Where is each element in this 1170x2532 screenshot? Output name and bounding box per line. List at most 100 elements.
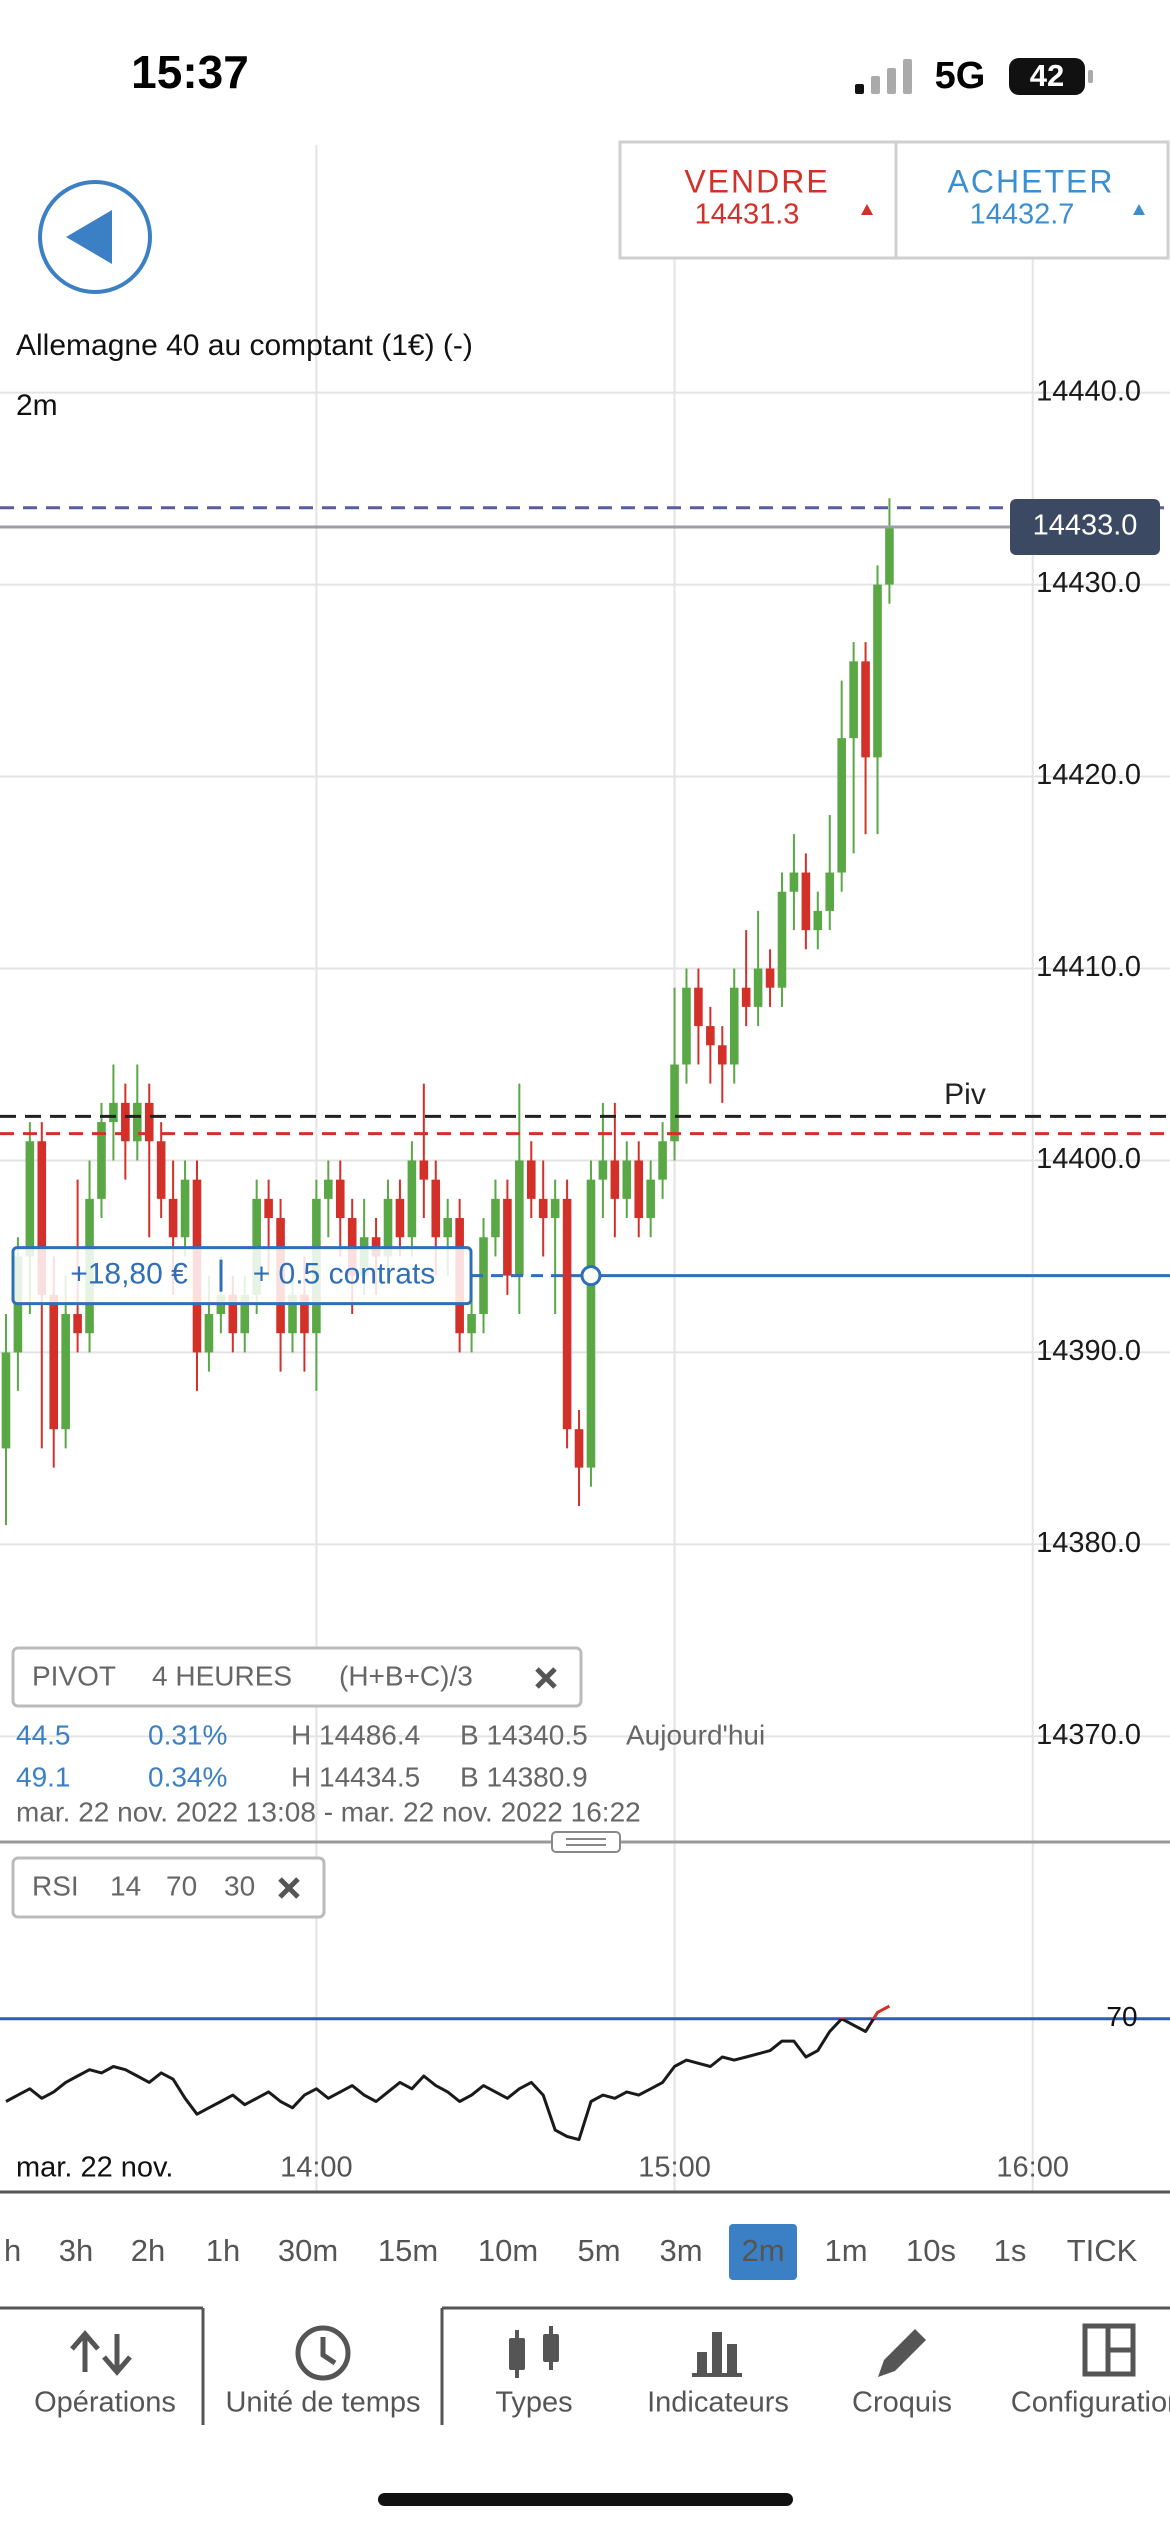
candle-body: [37, 1141, 47, 1295]
timeframe[interactable]: 1s: [994, 2233, 1027, 2268]
timeframe[interactable]: 2m: [741, 2233, 784, 2268]
rsi-title: RSI: [32, 1870, 79, 1901]
tab-label[interactable]: Unité de temps: [225, 2387, 420, 2419]
x-tick-label: 14:00: [280, 2152, 353, 2184]
handle-grip: [566, 1838, 606, 1846]
y-tick-label: 14430.0: [1036, 567, 1141, 599]
rsi-line: [5, 2004, 891, 2142]
icon-operations: [70, 2330, 132, 2376]
buy-arrow: [1133, 204, 1145, 215]
candle-body: [383, 1198, 393, 1257]
date-label-bg: [0, 2149, 200, 2189]
pivot-label: Piv: [944, 1078, 986, 1111]
timeframe[interactable]: 3h: [59, 2233, 93, 2268]
candle-body: [526, 1160, 536, 1199]
candle-body: [156, 1141, 166, 1199]
timeframe[interactable]: 10m: [478, 2233, 538, 2268]
tab-label[interactable]: Opérations: [34, 2387, 176, 2419]
candle-body: [491, 1198, 500, 1238]
candle-body: [144, 1102, 154, 1142]
timeframe[interactable]: 10s: [906, 2233, 956, 2268]
sell-button[interactable]: VENDRE 14431.3: [684, 163, 873, 231]
rsi-param: 30: [224, 1870, 255, 1901]
candle-body: [61, 1314, 70, 1430]
candle-body: [300, 1294, 309, 1334]
timeframe[interactable]: 5m: [577, 2233, 620, 2268]
pivot-value: 49.1: [16, 1761, 71, 1792]
candle-body: [670, 1064, 679, 1142]
sell-price: 14431.3: [695, 199, 800, 231]
candle-body: [204, 1314, 214, 1353]
position-entry[interactable]: [580, 1265, 602, 1287]
close-icon[interactable]: [535, 1667, 557, 1689]
buy-price: 14432.7: [970, 199, 1075, 231]
instrument-name: Allemagne 40 au comptant (1€) (-): [16, 329, 473, 362]
candle-body: [813, 910, 823, 931]
candle-body: [550, 1198, 560, 1219]
pivot-high: H 14486.4: [291, 1719, 420, 1750]
close-icon[interactable]: [278, 1877, 300, 1899]
pivot-formula: (H+B+C)/3: [339, 1660, 473, 1691]
candle-body: [634, 1160, 644, 1219]
home-indicator: [378, 2493, 793, 2506]
timeframe[interactable]: 15m: [378, 2233, 438, 2268]
icon-types: [509, 2326, 559, 2378]
candle-body: [825, 872, 835, 911]
timeframe[interactable]: 3m: [659, 2233, 702, 2268]
icon-sketch: [878, 2329, 926, 2377]
timeframe-bar: h 3h 2h 1h 30m 15m 10m 5m 3m 2m 1m 10s 1s TICK: [4, 2224, 1138, 2280]
battery-tip: [1088, 70, 1093, 83]
timeframe[interactable]: 1h: [206, 2233, 240, 2268]
y-tick-label: 14390.0: [1036, 1335, 1141, 1367]
candle-body: [741, 987, 751, 1007]
timeframe[interactable]: 1m: [824, 2233, 867, 2268]
y-tick-label: 14410.0: [1036, 951, 1141, 983]
buy-button[interactable]: ACHETER 14432.7: [948, 163, 1145, 231]
rsi-box[interactable]: [11, 1856, 326, 1919]
x-date-label: mar. 22 nov.: [16, 2152, 173, 2184]
candle-body: [97, 1122, 106, 1199]
tab-label[interactable]: Types: [495, 2387, 572, 2419]
candle-body: [837, 738, 846, 873]
icon-time: [295, 2325, 351, 2381]
candle-body: [622, 1160, 632, 1199]
candle-body: [109, 1102, 118, 1123]
y-tick-label: 14440.0: [1036, 375, 1141, 407]
timeframe[interactable]: 30m: [278, 2233, 338, 2268]
tab-bar: Opérations Unité de temps Types Indicateurs…: [0, 2306, 1170, 2425]
y-tick-label: 14400.0: [1036, 1143, 1141, 1175]
position-size: + 0.5 contrats: [253, 1258, 436, 1291]
timeframe[interactable]: h: [4, 2233, 21, 2268]
icon-configuration: [1082, 2323, 1136, 2377]
pivot-indicator-box[interactable]: [11, 1646, 583, 1708]
buy-label: ACHETER: [948, 163, 1115, 199]
timeframe[interactable]: 2h: [131, 2233, 165, 2268]
resize-handle[interactable]: [551, 1831, 621, 1853]
candle-body: [861, 661, 870, 758]
last-price-tag: [1010, 498, 1160, 555]
candle-body: [419, 1160, 429, 1180]
y-tick-label: 14420.0: [1036, 759, 1141, 791]
selected-tab-border: [201, 2308, 444, 2425]
time: 15:37: [131, 46, 249, 98]
tab-label[interactable]: Indicateurs: [647, 2387, 789, 2419]
battery: [1009, 58, 1085, 95]
pivot-low: B 14340.5: [460, 1719, 588, 1750]
candle-body: [121, 1102, 130, 1142]
candle-body: [443, 1218, 453, 1238]
position-box[interactable]: [11, 1246, 473, 1306]
tab-label[interactable]: Configuration: [1011, 2387, 1170, 2419]
last-price-label: 14433.0: [1033, 510, 1138, 542]
signal: [855, 59, 912, 94]
candle-body: [694, 987, 703, 1027]
rsi-level-label: 70: [1106, 2001, 1137, 2032]
overlay-layer: 14370.0 14380.0 14390.0 14400.0 14410.0 14420…: [0, 375, 1160, 2189]
y-tick-label: 14370.0: [1036, 1719, 1141, 1751]
sell-label: VENDRE: [684, 163, 829, 199]
candle-body: [1, 1352, 11, 1449]
tab-label[interactable]: Croquis: [852, 2387, 952, 2419]
trade-box: [618, 140, 1170, 260]
timeframe[interactable]: TICK: [1067, 2233, 1138, 2268]
